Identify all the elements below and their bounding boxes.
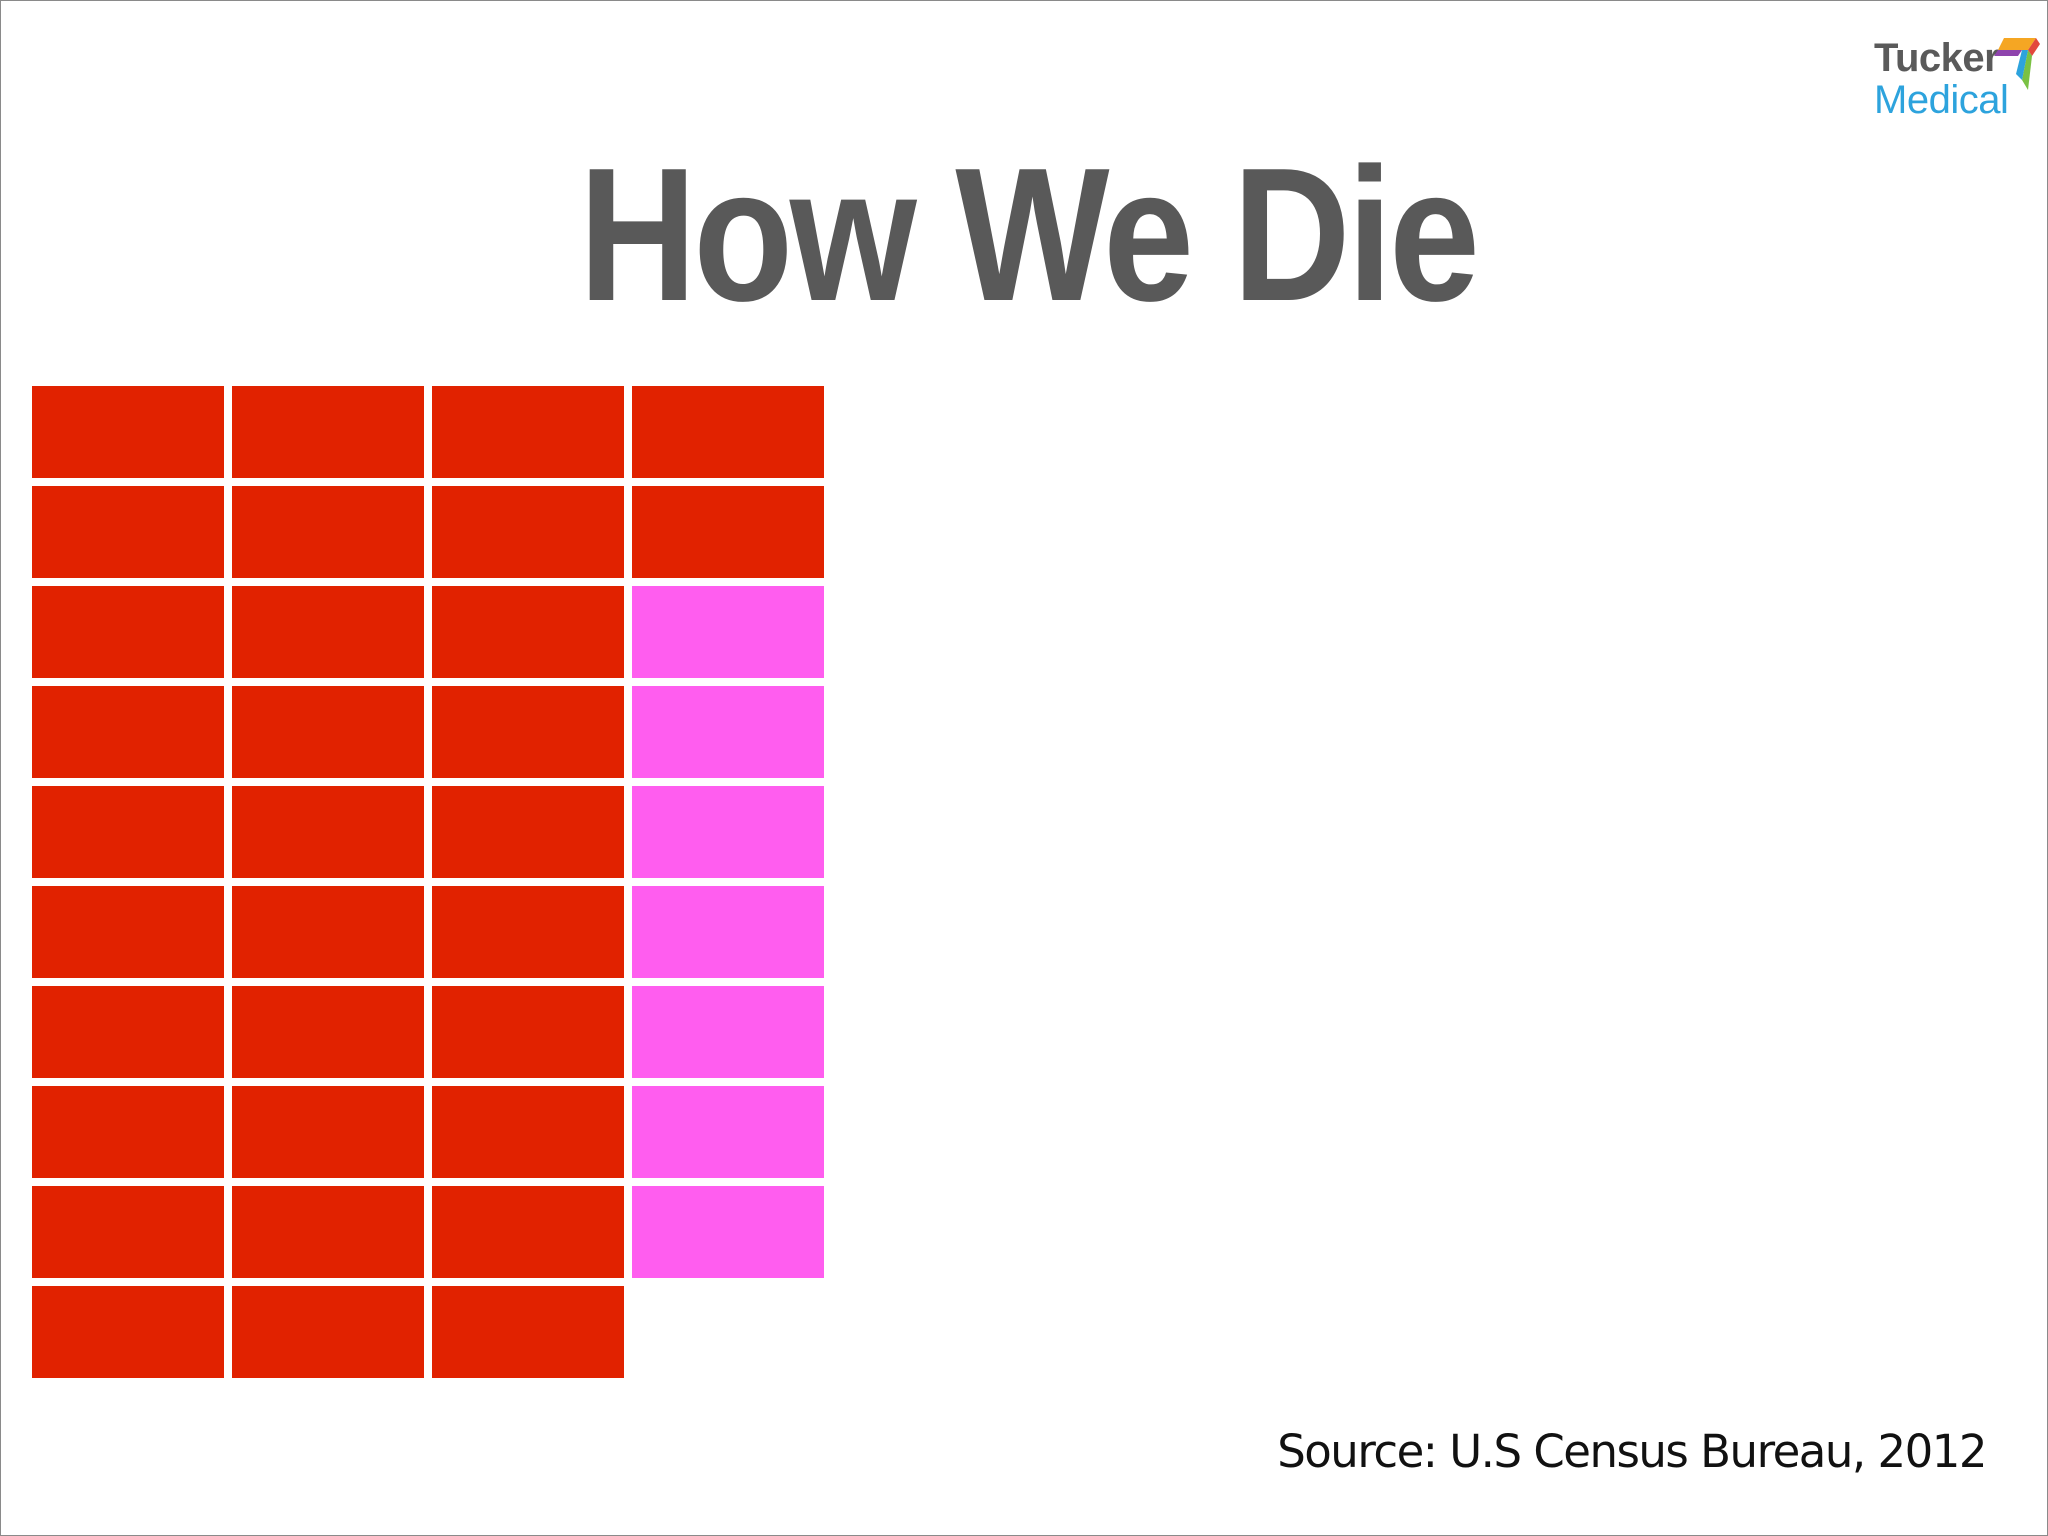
waffle-cell-series-2 [632,786,824,878]
waffle-cell-series-1 [232,386,424,478]
waffle-cell-series-1 [32,786,224,878]
chart-title: How We Die [578,129,1480,341]
waffle-cell-series-1 [32,686,224,778]
waffle-cell-series-1 [432,686,624,778]
waffle-cell-series-2 [632,986,824,1078]
waffle-cell-series-2 [632,586,824,678]
waffle-cell-series-1 [232,886,424,978]
waffle-cell-series-1 [32,1286,224,1378]
waffle-cell-series-1 [432,486,624,578]
waffle-cell-series-2 [632,886,824,978]
waffle-cell-series-2 [632,686,824,778]
logo-word-medical: Medical [1874,78,2009,122]
waffle-cell-series-1 [32,486,224,578]
waffle-cell-series-1 [32,1086,224,1178]
waffle-cell-series-1 [32,886,224,978]
waffle-cell-series-1 [432,986,624,1078]
waffle-cell-series-1 [232,686,424,778]
waffle-cell-series-1 [432,586,624,678]
cube-corner-icon [1994,38,2040,90]
waffle-cell-series-1 [32,986,224,1078]
waffle-cell-series-1 [232,786,424,878]
waffle-cell-series-1 [432,386,624,478]
waffle-cell-series-2 [632,1086,824,1178]
waffle-cell-series-1 [432,1286,624,1378]
logo-word-tucker: Tucker [1874,36,2000,80]
waffle-cell-series-2 [632,1186,824,1278]
waffle-cell-series-1 [632,486,824,578]
source-note: Source: U.S Census Bureau, 2012 [1277,1425,1987,1478]
waffle-cell-series-1 [632,386,824,478]
waffle-cell-series-1 [232,986,424,1078]
waffle-cell-series-1 [432,1186,624,1278]
waffle-cell-series-1 [232,486,424,578]
waffle-cell-series-1 [232,1286,424,1378]
waffle-cell-series-1 [32,586,224,678]
tucker-medical-logo: Tucker Medical [1870,30,2040,130]
waffle-cell-series-1 [32,1186,224,1278]
waffle-cell-series-1 [432,886,624,978]
waffle-cell-series-1 [32,386,224,478]
waffle-cell-series-1 [232,1086,424,1178]
waffle-cell-series-1 [232,1186,424,1278]
waffle-cell-series-1 [232,586,424,678]
waffle-cell-series-1 [432,786,624,878]
waffle-cell-series-1 [432,1086,624,1178]
